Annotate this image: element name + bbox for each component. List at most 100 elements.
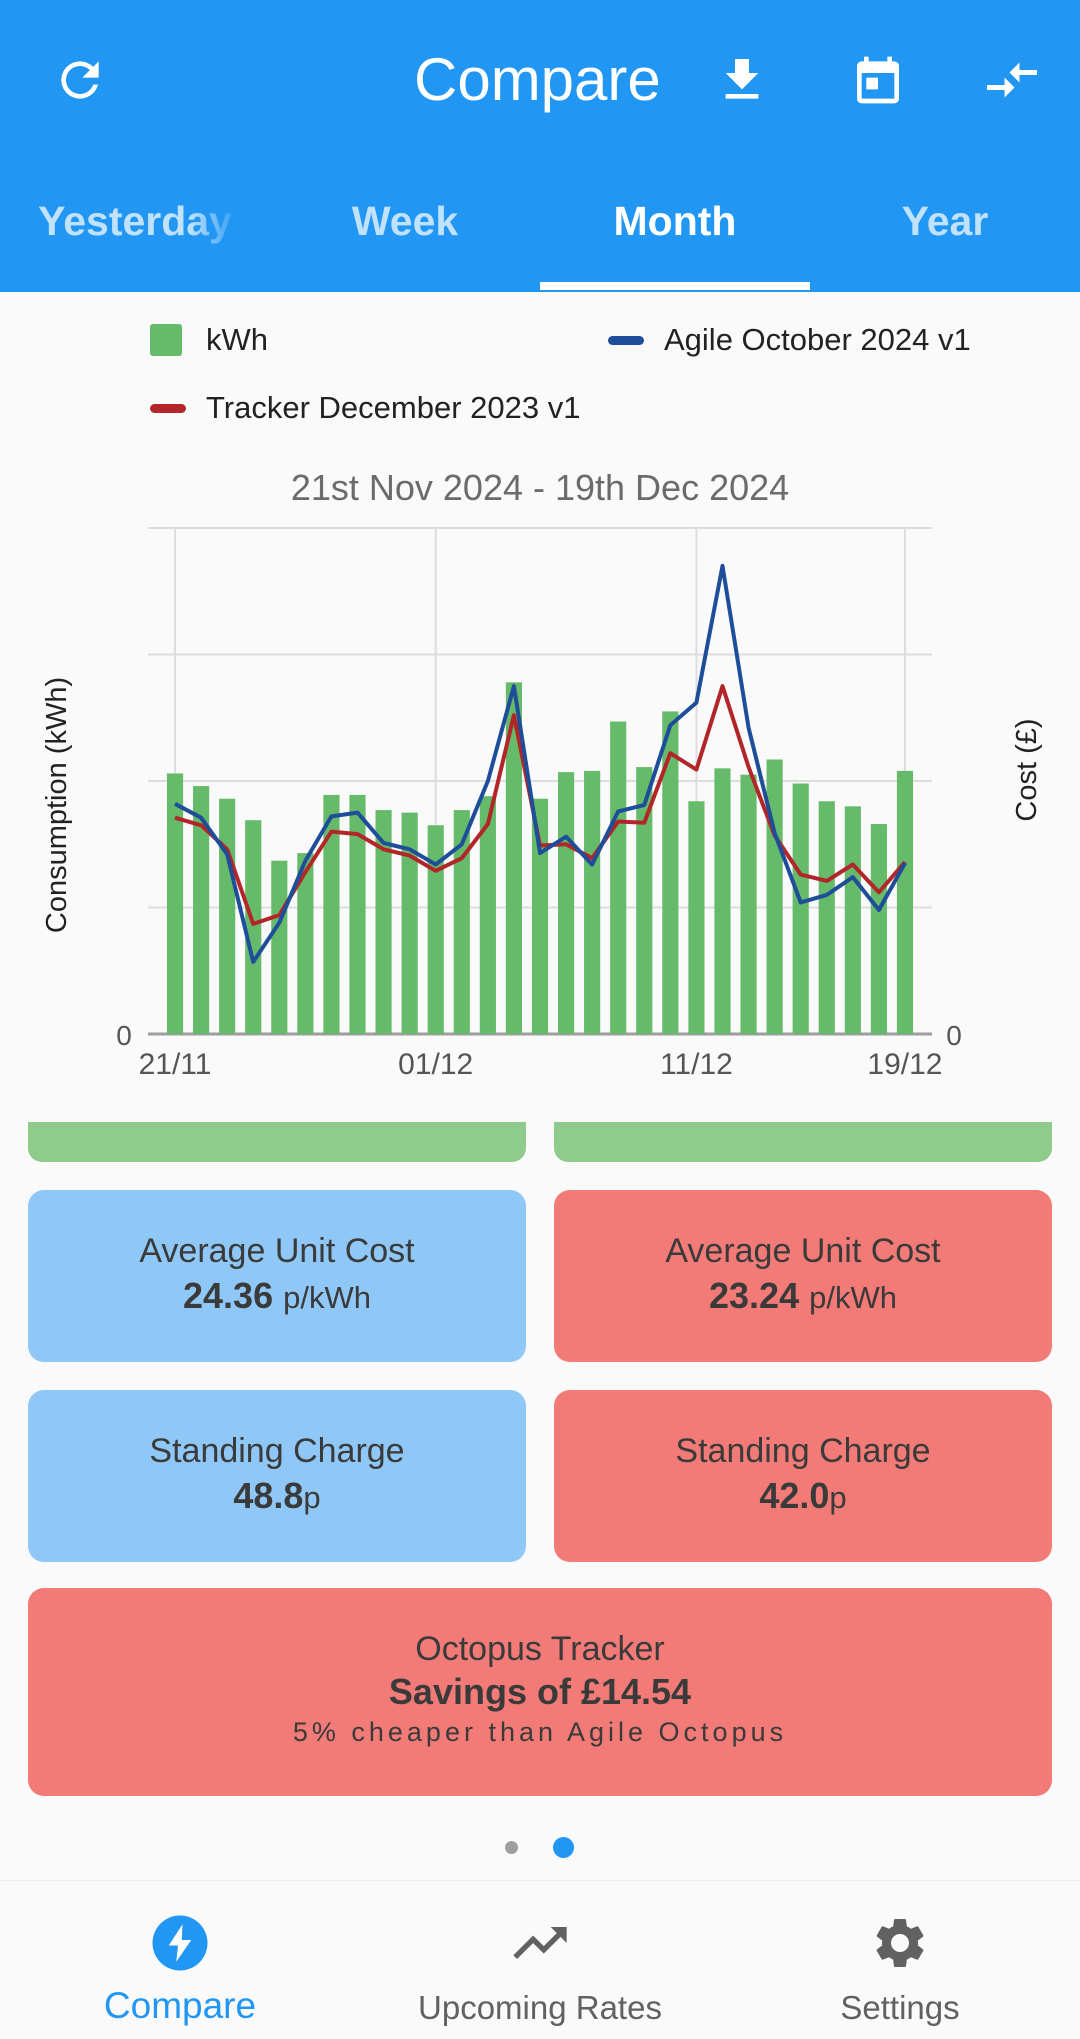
kwh-bar <box>505 682 523 1034</box>
legend-agile-swatch <box>608 335 644 345</box>
compare-toggle-button[interactable] <box>970 38 1054 122</box>
refresh-icon <box>61 61 99 99</box>
savings-subtitle: 5% cheaper than Agile Octopus <box>292 1717 788 1747</box>
agile-standing-charge-card: Standing Charge 48.8p <box>28 1390 526 1562</box>
page-title: Compare <box>414 46 661 113</box>
nav-settings-icon-wrap <box>720 1911 1080 1975</box>
x-tick-label: 21/11 <box>139 1048 212 1081</box>
usage-card-partial-right <box>554 1122 1052 1162</box>
nav-upcoming-rates[interactable]: Upcoming Rates <box>360 1881 720 2039</box>
agile-standing-charge-unit: p <box>303 1480 321 1515</box>
kwh-bar <box>271 860 288 1034</box>
app-bar: Compare Yesterday Week Month Year <box>0 0 1080 292</box>
x-tick-label: 01/12 <box>398 1048 473 1081</box>
agile-unit-cost-number: 24.36 <box>183 1275 274 1316</box>
tracker-standing-charge-card: Standing Charge 42.0p <box>554 1390 1052 1562</box>
chart-svg: 21st Nov 2024 - 19th Dec 2024 Consumptio… <box>41 467 1043 1081</box>
legend-tracker-swatch <box>150 403 186 413</box>
usage-card-partial-left <box>28 1122 526 1162</box>
tracker-unit-cost-card: Average Unit Cost 23.24 p/kWh <box>554 1190 1052 1362</box>
kwh-bar <box>219 798 236 1034</box>
tab-overflow-fade <box>190 180 240 270</box>
trending-up-icon <box>513 1927 567 1959</box>
tab-indicator <box>540 282 810 290</box>
page-dot-2[interactable] <box>553 1837 574 1858</box>
agile-unit-cost-label: Average Unit Cost <box>139 1232 415 1270</box>
tracker-standing-charge-label: Standing Charge <box>675 1432 931 1470</box>
tab-week[interactable]: Week <box>351 198 459 244</box>
legend-kwh: kWh <box>150 320 268 360</box>
y-tick-zero: 0 <box>116 1020 132 1051</box>
tab-year[interactable]: Year <box>901 198 989 244</box>
gear-icon <box>876 1918 924 1967</box>
page-dot-1[interactable] <box>505 1841 518 1854</box>
y2-tick-zero: 0 <box>946 1020 962 1051</box>
kwh-bar <box>584 770 601 1034</box>
legend-kwh-swatch <box>150 324 182 356</box>
savings-card: Octopus Tracker Savings of £14.54 5% che… <box>28 1588 1052 1796</box>
agile-unit-cost-unit: p/kWh <box>283 1280 371 1315</box>
legend-tracker-label: Tracker December 2023 v1 <box>206 390 581 425</box>
bottom-navigation: Compare Upcoming Rates Settings <box>0 1880 1080 2038</box>
kwh-bar <box>636 767 653 1034</box>
x-tick-label: 19/12 <box>867 1048 942 1081</box>
agile-standing-charge-number: 48.8 <box>233 1475 304 1516</box>
kwh-bar <box>166 773 184 1034</box>
nav-upcoming-rates-label: Upcoming Rates <box>418 1989 662 2026</box>
nav-upcoming-icon-wrap <box>360 1911 720 1975</box>
kwh-bar <box>688 801 705 1034</box>
kwh-bar <box>401 812 418 1034</box>
x-ticks: 21/11 01/12 11/12 19/12 <box>139 1048 943 1081</box>
nav-settings[interactable]: Settings <box>720 1881 1080 2039</box>
download-icon <box>725 59 759 99</box>
legend-tracker: Tracker December 2023 v1 <box>150 388 580 428</box>
chart-lines <box>174 563 907 964</box>
agile-unit-cost-value: 24.36 p/kWh <box>28 1275 526 1317</box>
legend-agile: Agile October 2024 v1 <box>608 320 971 360</box>
x-tick-label: 11/12 <box>660 1048 733 1081</box>
legend-agile-label: Agile October 2024 v1 <box>664 322 971 357</box>
calendar-icon <box>857 56 899 104</box>
kwh-bar <box>245 820 262 1034</box>
tracker-standing-charge-unit: p <box>829 1480 847 1515</box>
tab-month[interactable]: Month <box>613 198 737 244</box>
kwh-bar <box>193 786 210 1034</box>
nav-settings-label: Settings <box>840 1989 960 2026</box>
agile-standing-charge-label: Standing Charge <box>149 1432 405 1470</box>
savings-title: Octopus Tracker <box>415 1630 665 1668</box>
agile-unit-cost-card: Average Unit Cost 24.36 p/kWh <box>28 1190 526 1362</box>
kwh-bar <box>453 810 470 1034</box>
chart-title: 21st Nov 2024 - 19th Dec 2024 <box>291 467 789 508</box>
kwh-bar <box>375 810 392 1034</box>
y-axis-label: Consumption (kWh) <box>41 677 73 933</box>
consumption-chart: 21st Nov 2024 - 19th Dec 2024 Consumptio… <box>0 450 1080 1090</box>
savings-headline: Savings of £14.54 <box>388 1671 692 1712</box>
kwh-bar <box>714 768 731 1034</box>
tracker-standing-charge-number: 42.0 <box>759 1475 830 1516</box>
nav-compare-icon-wrap <box>0 1911 360 1975</box>
kwh-bar <box>792 783 809 1034</box>
kwh-bar <box>818 801 835 1034</box>
kwh-bar <box>870 824 887 1034</box>
compare-arrows-icon <box>987 62 1037 98</box>
kwh-bar <box>427 825 444 1034</box>
kwh-bar <box>896 770 914 1034</box>
tracker-unit-cost-unit: p/kWh <box>809 1280 897 1315</box>
tracker-unit-cost-number: 23.24 <box>709 1275 800 1316</box>
calendar-button[interactable] <box>836 38 920 122</box>
tracker-unit-cost-value: 23.24 p/kWh <box>554 1275 1052 1317</box>
kwh-bar <box>662 711 679 1034</box>
period-tabs: Yesterday Week Month Year <box>0 180 1080 292</box>
nav-compare[interactable]: Compare <box>0 1881 360 2039</box>
kwh-bar <box>349 794 366 1034</box>
chart-bars <box>166 682 914 1034</box>
agile-standing-charge-value: 48.8p <box>28 1475 526 1517</box>
kwh-bar <box>610 721 627 1034</box>
nav-compare-label: Compare <box>103 1985 257 2026</box>
refresh-button[interactable] <box>38 38 122 122</box>
download-button[interactable] <box>700 38 784 122</box>
page-indicator <box>0 1836 1080 1858</box>
bolt-icon <box>152 1915 208 1971</box>
kwh-bar <box>844 806 861 1034</box>
y2-axis-label: Cost (£) <box>1011 718 1043 821</box>
